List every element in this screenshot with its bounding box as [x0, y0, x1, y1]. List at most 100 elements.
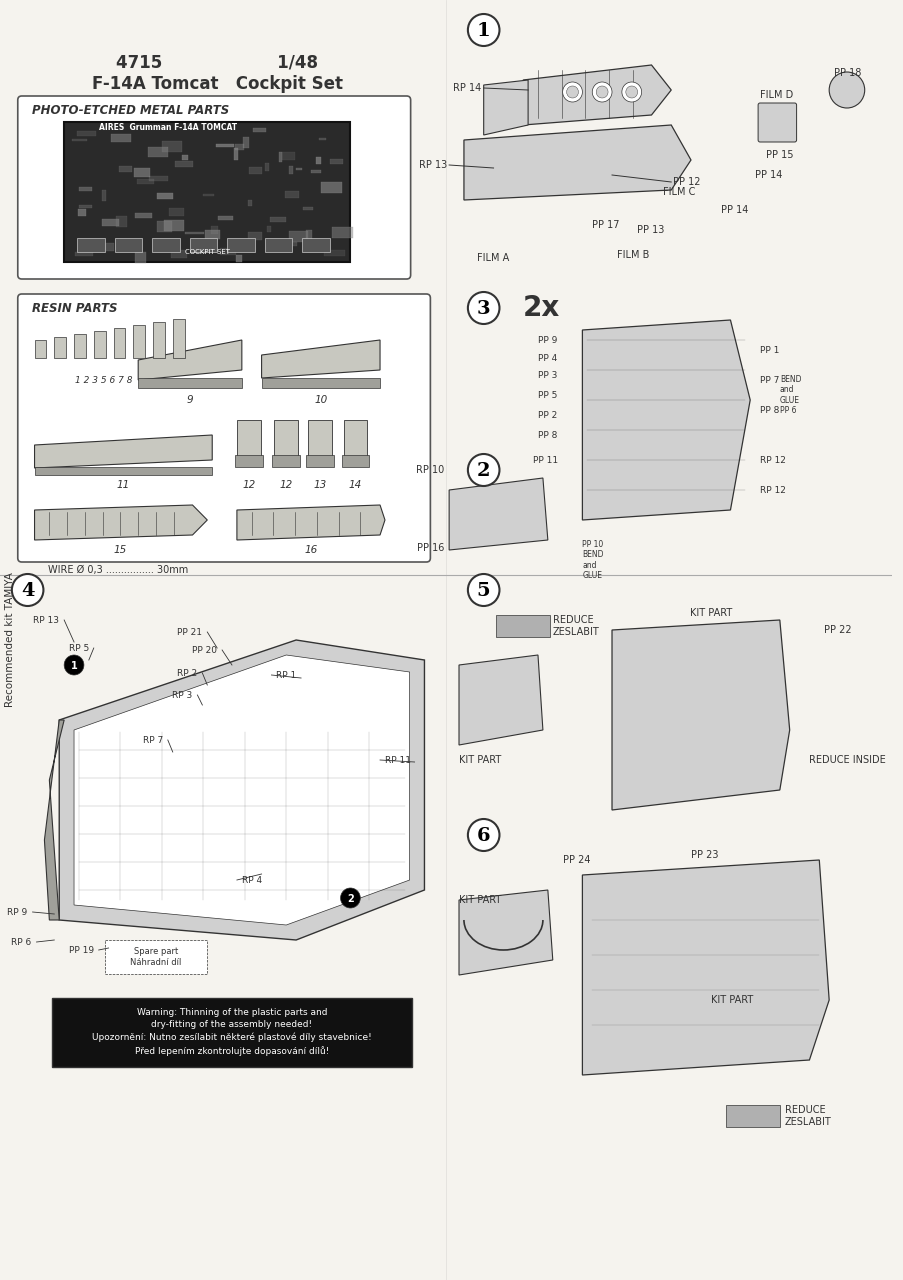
Polygon shape: [459, 655, 543, 745]
Text: FILM A: FILM A: [477, 253, 509, 262]
Text: RP 6: RP 6: [12, 937, 32, 946]
Bar: [74, 334, 86, 358]
Bar: [261, 378, 379, 388]
Bar: [725, 1105, 779, 1126]
Bar: [79, 205, 91, 207]
Text: PP 10
BEND
and
GLUE: PP 10 BEND and GLUE: [582, 540, 603, 580]
Text: KIT PART: KIT PART: [710, 995, 752, 1005]
Text: WIRE Ø 0,3 ................ 30mm: WIRE Ø 0,3 ................ 30mm: [48, 564, 189, 575]
Text: PP 14: PP 14: [754, 170, 782, 180]
Text: 13: 13: [312, 480, 326, 490]
Text: RP 1: RP 1: [276, 671, 296, 680]
Bar: [253, 128, 265, 132]
Circle shape: [468, 573, 499, 605]
Text: PP 23: PP 23: [690, 850, 718, 860]
Text: PP 2: PP 2: [538, 411, 557, 420]
Bar: [152, 238, 180, 252]
Text: RP 4: RP 4: [242, 876, 262, 884]
Bar: [319, 137, 326, 140]
Text: RP 5: RP 5: [69, 644, 88, 653]
Bar: [94, 332, 106, 358]
Bar: [133, 325, 145, 358]
Bar: [54, 337, 66, 358]
Text: PP 24: PP 24: [562, 855, 590, 865]
Polygon shape: [34, 435, 212, 468]
Circle shape: [468, 292, 499, 324]
Bar: [234, 148, 237, 160]
Bar: [210, 227, 218, 234]
Bar: [119, 165, 132, 172]
Text: Spare part
Náhradní díl: Spare part Náhradní díl: [130, 947, 182, 966]
Text: REDUCE
ZESLABIT: REDUCE ZESLABIT: [552, 614, 599, 637]
Polygon shape: [74, 655, 409, 925]
Polygon shape: [463, 125, 690, 200]
Bar: [149, 177, 168, 182]
Bar: [265, 238, 292, 252]
Polygon shape: [237, 506, 385, 540]
Text: 4715                    1/48: 4715 1/48: [116, 52, 318, 70]
Text: PP 5: PP 5: [538, 390, 557, 399]
Bar: [156, 193, 172, 200]
Text: PP 13: PP 13: [636, 225, 664, 236]
Bar: [205, 230, 220, 239]
Bar: [305, 230, 312, 242]
Bar: [116, 216, 126, 227]
Text: 12: 12: [279, 480, 293, 490]
Text: RP 13: RP 13: [33, 616, 60, 625]
Text: PP 22: PP 22: [824, 625, 851, 635]
Bar: [136, 179, 154, 183]
Bar: [157, 221, 172, 232]
Text: RP 11: RP 11: [385, 755, 411, 764]
Bar: [495, 614, 549, 637]
Bar: [79, 187, 92, 192]
Text: RP 10: RP 10: [415, 465, 443, 475]
Text: COCKPIT SET: COCKPIT SET: [184, 250, 229, 255]
Text: 1: 1: [70, 660, 78, 671]
Text: BEND
and
GLUE
PP 6: BEND and GLUE PP 6: [779, 375, 800, 415]
Bar: [278, 152, 282, 163]
FancyBboxPatch shape: [52, 998, 411, 1068]
Text: PP 7: PP 7: [759, 375, 778, 384]
Bar: [265, 163, 268, 172]
Text: 1 2 3 5 6 7 8: 1 2 3 5 6 7 8: [75, 375, 132, 384]
Bar: [203, 195, 214, 196]
Polygon shape: [44, 719, 64, 920]
Text: RESIN PARTS: RESIN PARTS: [32, 302, 117, 315]
Bar: [101, 219, 118, 227]
Text: 9: 9: [186, 396, 192, 404]
Bar: [182, 155, 188, 160]
Text: PP 17: PP 17: [591, 220, 619, 230]
Polygon shape: [459, 890, 552, 975]
Bar: [288, 165, 293, 174]
Bar: [34, 467, 212, 475]
Text: PP 3: PP 3: [538, 370, 557, 379]
Bar: [94, 243, 114, 251]
Text: RP 2: RP 2: [177, 668, 197, 677]
Text: PP 11: PP 11: [532, 456, 557, 465]
FancyBboxPatch shape: [18, 294, 430, 562]
Bar: [284, 191, 298, 198]
Bar: [330, 159, 342, 164]
Bar: [138, 378, 242, 388]
Bar: [34, 340, 46, 358]
Bar: [295, 168, 302, 170]
Text: 16: 16: [304, 545, 317, 556]
Polygon shape: [449, 477, 547, 550]
Bar: [303, 207, 312, 210]
Text: FILM B: FILM B: [616, 250, 648, 260]
Bar: [147, 147, 168, 157]
Bar: [78, 131, 96, 137]
Text: PP 14: PP 14: [720, 205, 747, 215]
Bar: [220, 248, 236, 256]
Bar: [308, 420, 331, 458]
Text: RP 13: RP 13: [418, 160, 447, 170]
Text: 2x: 2x: [523, 294, 560, 323]
Text: 4: 4: [21, 582, 34, 600]
Polygon shape: [582, 860, 828, 1075]
Text: PP 9: PP 9: [538, 335, 557, 344]
Bar: [135, 252, 145, 264]
Bar: [218, 216, 233, 220]
Text: AIRES  Grumman F-14A TOMCAT: AIRES Grumman F-14A TOMCAT: [98, 123, 237, 132]
Text: RP 14: RP 14: [453, 83, 481, 93]
Bar: [243, 137, 249, 148]
